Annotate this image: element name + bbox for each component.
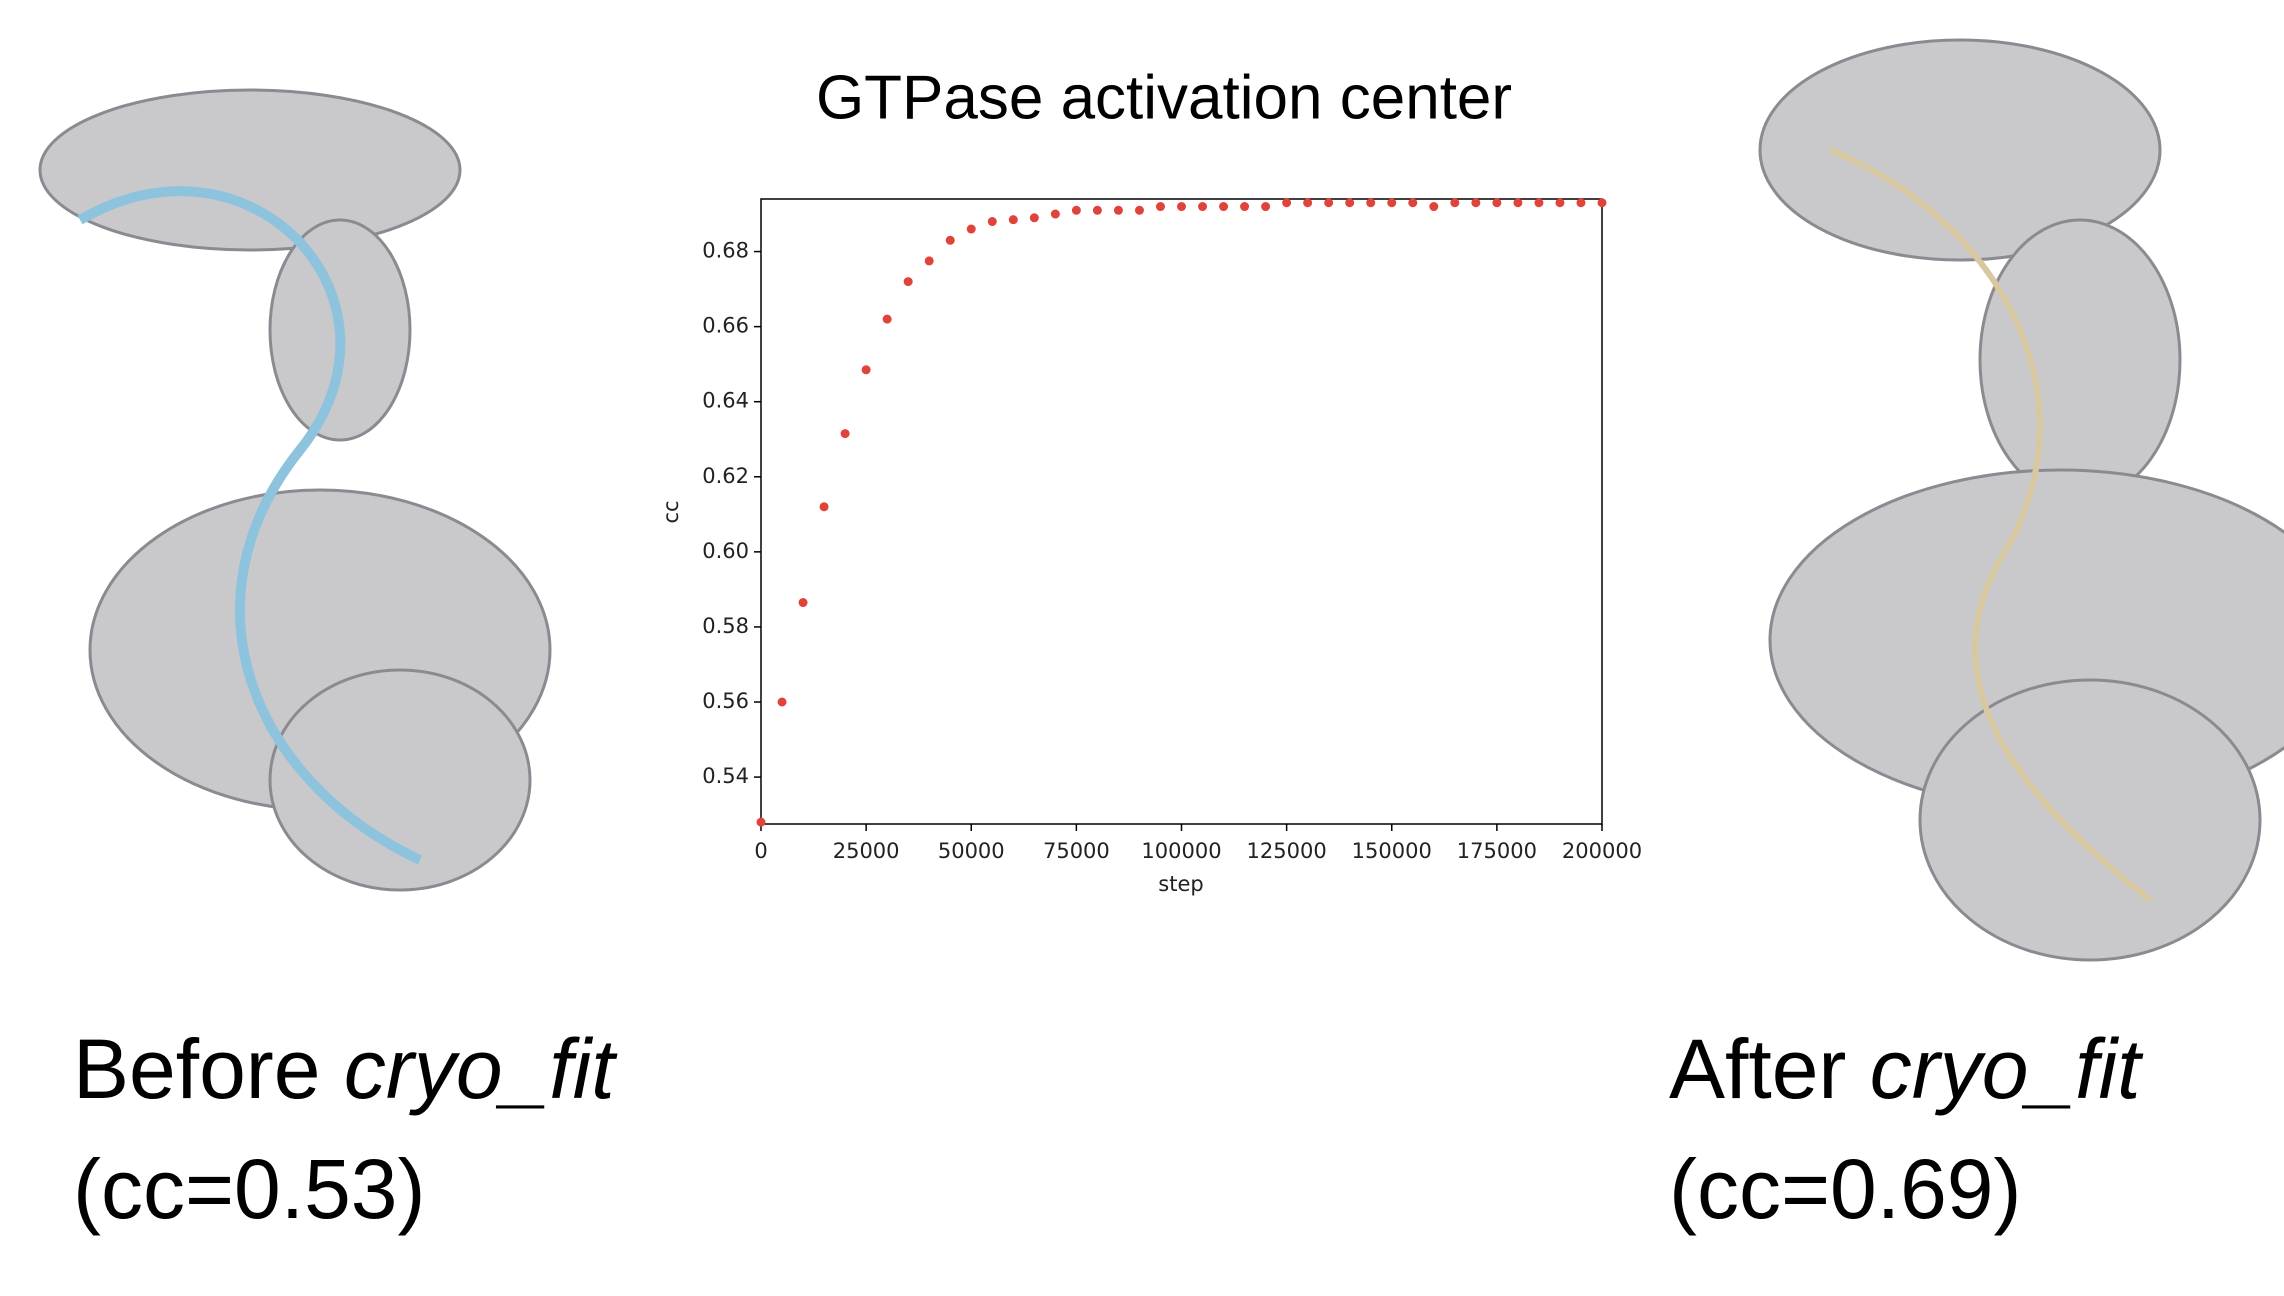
before-caption: Before cryo_fit — [73, 1022, 618, 1116]
data-point — [1303, 198, 1313, 208]
data-point — [924, 256, 934, 266]
data-point — [1008, 215, 1018, 225]
before-structure — [38, 88, 552, 892]
y-axis-label: cc — [659, 500, 683, 523]
after-caption: After cryo_fit — [1669, 1022, 2144, 1116]
data-point — [1555, 198, 1565, 208]
data-point — [903, 277, 913, 287]
data-point — [756, 817, 766, 827]
y-tick-label: 0.54 — [702, 764, 749, 788]
data-point — [1198, 202, 1208, 212]
data-point — [777, 697, 787, 707]
data-point — [1534, 198, 1544, 208]
data-point — [1366, 198, 1376, 208]
x-tick-label: 150000 — [1352, 839, 1432, 863]
data-point — [1071, 205, 1081, 215]
data-point — [1240, 202, 1250, 212]
x-tick-label: 25000 — [833, 839, 900, 863]
data-point — [840, 429, 850, 439]
data-point — [1576, 198, 1586, 208]
data-point — [1155, 202, 1165, 212]
data-point — [819, 502, 829, 512]
x-tick-label: 100000 — [1141, 839, 1221, 863]
data-point — [945, 235, 955, 245]
data-point — [1282, 198, 1292, 208]
data-point — [882, 314, 892, 324]
data-point — [1387, 198, 1397, 208]
data-point — [798, 598, 808, 608]
data-point — [1261, 202, 1271, 212]
data-point — [1113, 205, 1123, 215]
data-point — [1324, 198, 1334, 208]
caption-tool: cryo_fit — [344, 1022, 618, 1116]
after-structure — [1758, 38, 2284, 962]
x-axis-label: step — [1158, 872, 1203, 896]
y-tick-label: 0.60 — [702, 539, 749, 563]
data-point — [966, 224, 976, 234]
data-point — [1177, 202, 1186, 212]
data-point — [1345, 198, 1355, 208]
y-tick-label: 0.62 — [702, 464, 749, 488]
x-tick-label: 0 — [754, 839, 767, 863]
data-point — [1219, 202, 1229, 212]
data-point — [1597, 198, 1607, 208]
caption-tool: cryo_fit — [1870, 1022, 2144, 1116]
chart-title: GTPase activation center — [816, 63, 1512, 132]
after-score: (cc=0.69) — [1669, 1142, 2022, 1236]
x-tick-label: 200000 — [1562, 839, 1642, 863]
y-tick-label: 0.66 — [702, 314, 749, 338]
data-point — [1050, 209, 1060, 219]
caption-prefix: After — [1669, 1022, 1846, 1116]
caption-prefix: Before — [73, 1022, 321, 1116]
data-point — [1029, 213, 1039, 223]
y-tick-label: 0.58 — [702, 614, 749, 638]
x-tick-label: 125000 — [1247, 839, 1327, 863]
y-tick-label: 0.64 — [702, 389, 749, 413]
data-point — [1429, 202, 1439, 212]
before-score: (cc=0.53) — [73, 1142, 426, 1236]
x-tick-label: 175000 — [1457, 839, 1537, 863]
data-point — [1092, 205, 1102, 215]
data-point — [861, 365, 871, 375]
data-point — [1408, 198, 1418, 208]
data-point — [1471, 198, 1481, 208]
data-point — [1513, 198, 1523, 208]
y-tick-label: 0.68 — [702, 239, 749, 263]
y-tick-label: 0.56 — [702, 689, 749, 713]
x-tick-label: 50000 — [938, 839, 1005, 863]
data-point — [1134, 205, 1144, 215]
data-point — [1492, 198, 1502, 208]
data-point — [1450, 198, 1460, 208]
data-point — [987, 217, 997, 227]
plot-frame — [760, 198, 1603, 825]
x-tick-label: 75000 — [1043, 839, 1110, 863]
